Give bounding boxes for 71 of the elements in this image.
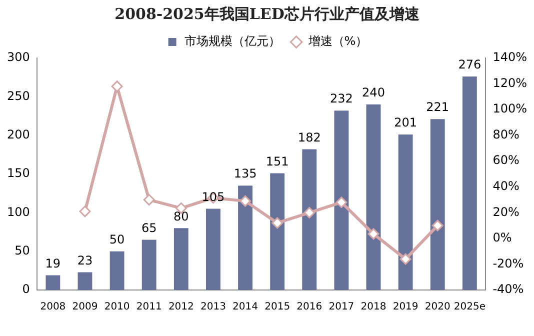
y2-tick-label: 80% (492, 127, 520, 142)
bar (334, 110, 349, 290)
legend-label: 增速（%） (307, 34, 368, 48)
legend-label: 市场规模（亿元） (184, 34, 280, 48)
bar (398, 134, 413, 290)
y2-tick-label: 60% (492, 153, 520, 168)
bar (174, 228, 188, 290)
x-tick-label: 2011 (136, 302, 162, 313)
bar (110, 251, 124, 290)
data-label: 201 (394, 116, 418, 130)
bar (78, 272, 92, 290)
y2-tick-label: 120% (492, 76, 528, 90)
bar (366, 104, 381, 290)
bar (462, 76, 477, 290)
x-tick-label: 2012 (168, 302, 194, 313)
x-tick-label: 2013 (200, 302, 226, 313)
point (272, 217, 284, 229)
y2-tick-label: 140% (492, 50, 528, 64)
bar (302, 149, 317, 290)
data-label: 80 (174, 209, 189, 224)
y-tick-label: 0 (22, 282, 30, 296)
data-label: 105 (202, 190, 225, 204)
data-label: 232 (330, 92, 353, 106)
x-tick-label: 2014 (232, 302, 258, 313)
bar (206, 208, 220, 290)
x-tick-label: 2010 (104, 302, 130, 313)
point (368, 228, 380, 240)
y-tick-label: 300 (7, 50, 30, 64)
x-tick-label: 2025e (454, 302, 486, 313)
y-tick-label: 50 (14, 243, 30, 258)
point (143, 194, 155, 206)
bar (238, 186, 252, 290)
y2-tick-label: 40% (492, 179, 520, 194)
data-label: 19 (45, 256, 61, 270)
y-tick-label: 150 (7, 166, 30, 180)
data-label: 50 (109, 232, 125, 246)
x-tick-label: 2009 (72, 302, 98, 313)
y2-tick-label: 20% (492, 204, 520, 219)
y2-tick-label: 100% (492, 102, 528, 116)
point (304, 206, 316, 218)
point (432, 220, 444, 232)
data-label: 65 (141, 220, 157, 235)
data-label: 135 (234, 166, 257, 181)
bar (270, 173, 285, 290)
x-tick-label: 2017 (328, 302, 354, 313)
x-tick-label: 2008 (40, 302, 66, 313)
data-label: 221 (426, 100, 450, 114)
data-label: 182 (298, 130, 321, 144)
y-tick-label: 250 (7, 88, 30, 103)
bar (430, 119, 445, 290)
bar (142, 240, 156, 290)
data-label: 23 (77, 253, 93, 268)
y-tick-label: 200 (7, 127, 30, 142)
y-tick-label: 100 (7, 204, 30, 219)
data-label: 276 (458, 58, 482, 72)
bar (46, 275, 60, 290)
x-tick-label: 2020 (424, 302, 450, 313)
chart-title: 2008-2025年我国LED芯片行业产值及增速 (114, 4, 420, 23)
point (79, 206, 91, 218)
x-tick-label: 2016 (296, 302, 322, 313)
y2-tick-label: 0% (492, 230, 512, 245)
y2-tick-label: -20% (492, 256, 524, 270)
x-tick-label: 2015 (264, 302, 290, 313)
y2-tick-label: -40% (492, 282, 524, 296)
x-tick-label: 2018 (360, 302, 386, 313)
data-label: 151 (266, 154, 289, 168)
point (400, 253, 412, 265)
point (336, 196, 348, 208)
data-label: 240 (362, 86, 385, 100)
point (240, 195, 252, 207)
x-tick-label: 2019 (392, 302, 418, 313)
